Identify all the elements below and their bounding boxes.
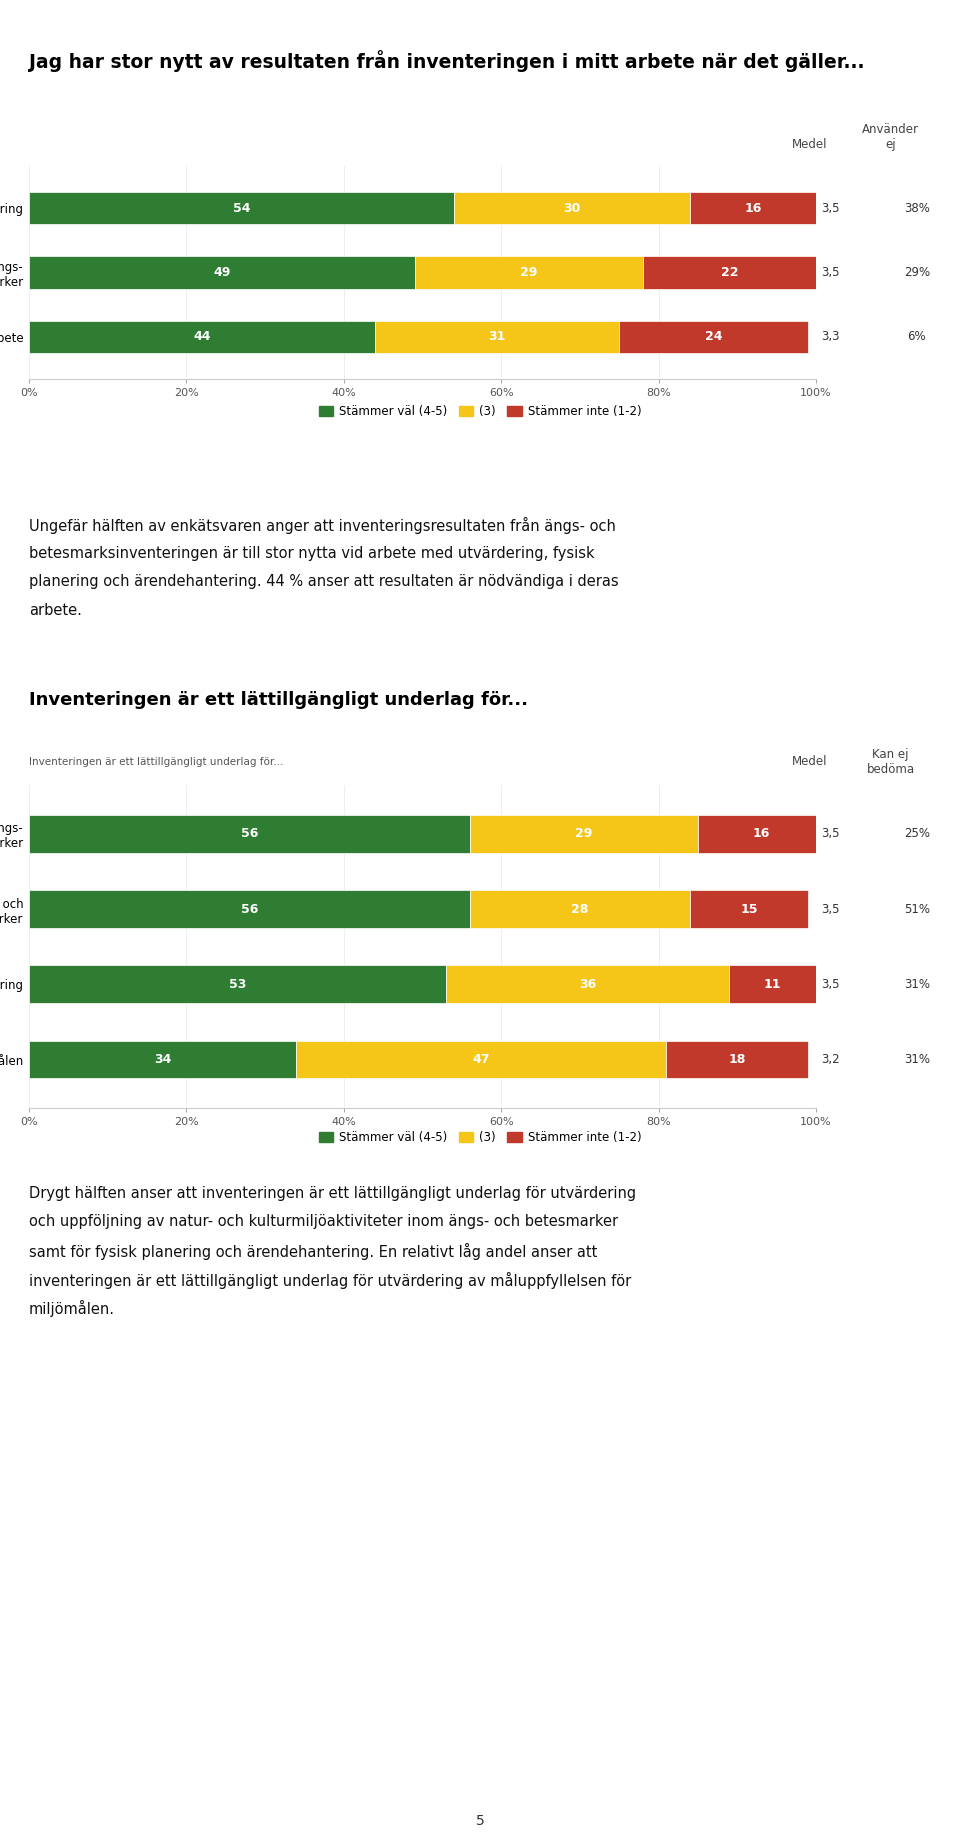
Text: 25%: 25% — [903, 827, 930, 840]
Text: 5: 5 — [475, 1814, 485, 1829]
Bar — [730, 966, 816, 1003]
Text: 16: 16 — [753, 827, 770, 840]
Text: 24: 24 — [705, 331, 723, 344]
Text: 3,5: 3,5 — [821, 903, 840, 916]
Text: 22: 22 — [721, 266, 738, 279]
Bar — [690, 192, 816, 223]
Bar — [29, 321, 375, 353]
Text: 36: 36 — [579, 977, 596, 990]
Text: miljömålen.: miljömålen. — [29, 1300, 115, 1317]
Text: 44: 44 — [193, 331, 211, 344]
Text: Inventeringen är ett lättillgängligt underlag för...: Inventeringen är ett lättillgängligt und… — [29, 691, 528, 709]
Bar — [619, 321, 808, 353]
Bar — [698, 815, 824, 853]
Text: 3,2: 3,2 — [821, 1053, 840, 1066]
Text: 3,5: 3,5 — [821, 977, 840, 990]
Text: Inventeringen är ett lättillgängligt underlag för...: Inventeringen är ett lättillgängligt und… — [29, 757, 283, 767]
Text: 18: 18 — [729, 1053, 746, 1066]
Bar — [643, 257, 816, 288]
Text: Medel: Medel — [792, 139, 828, 151]
Text: 38%: 38% — [904, 201, 929, 214]
Text: samt för fysisk planering och ärendehantering. En relativt låg andel anser att: samt för fysisk planering och ärendehant… — [29, 1243, 597, 1260]
Text: 16: 16 — [744, 201, 761, 214]
Text: Medel: Medel — [792, 755, 828, 768]
Text: arbete.: arbete. — [29, 602, 82, 619]
Text: 29: 29 — [575, 827, 592, 840]
Text: Drygt hälften anser att inventeringen är ett lättillgängligt underlag för utvärd: Drygt hälften anser att inventeringen är… — [29, 1186, 636, 1201]
Text: 54: 54 — [232, 201, 251, 214]
Bar — [29, 257, 415, 288]
Text: betesmarksinventeringen är till stor nytta vid arbete med utvärdering, fysisk: betesmarksinventeringen är till stor nyt… — [29, 545, 594, 561]
Text: inventeringen är ett lättillgängligt underlag för utvärdering av måluppfyllelsen: inventeringen är ett lättillgängligt und… — [29, 1273, 631, 1289]
Text: 11: 11 — [764, 977, 781, 990]
Bar — [469, 815, 698, 853]
Bar — [446, 966, 730, 1003]
Text: Använder
ej: Använder ej — [862, 124, 919, 151]
Bar — [454, 192, 690, 223]
Text: 56: 56 — [241, 903, 258, 916]
Text: 15: 15 — [740, 903, 757, 916]
Text: 6%: 6% — [907, 331, 926, 344]
Text: och uppföljning av natur- och kulturmiljöaktiviteter inom ängs- och betesmarker: och uppföljning av natur- och kulturmilj… — [29, 1215, 618, 1230]
Text: 31: 31 — [489, 331, 506, 344]
Bar — [29, 1040, 297, 1079]
Bar — [415, 257, 643, 288]
Text: 31%: 31% — [903, 977, 930, 990]
Text: 47: 47 — [472, 1053, 491, 1066]
Text: Jag har stor nytt av resultaten från inventeringen i mitt arbete när det gäller.: Jag har stor nytt av resultaten från inv… — [29, 50, 864, 72]
Text: 29%: 29% — [903, 266, 930, 279]
Text: 51%: 51% — [903, 903, 930, 916]
Text: 28: 28 — [571, 903, 588, 916]
Text: 30: 30 — [564, 201, 581, 214]
Text: planering och ärendehantering. 44 % anser att resultaten är nödvändiga i deras: planering och ärendehantering. 44 % anse… — [29, 574, 618, 589]
Bar — [29, 192, 454, 223]
Text: Kan ej
bedöma: Kan ej bedöma — [867, 748, 915, 776]
Text: 34: 34 — [154, 1053, 171, 1066]
Text: 31%: 31% — [903, 1053, 930, 1066]
Text: 56: 56 — [241, 827, 258, 840]
Text: Ungefär hälften av enkätsvaren anger att inventeringsresultaten från ängs- och: Ungefär hälften av enkätsvaren anger att… — [29, 517, 615, 534]
Text: 3,5: 3,5 — [821, 266, 840, 279]
Bar — [29, 890, 469, 927]
Legend: Stämmer väl (4-5), (3), Stämmer inte (1-2): Stämmer väl (4-5), (3), Stämmer inte (1-… — [314, 401, 646, 423]
Bar — [29, 815, 469, 853]
Legend: Stämmer väl (4-5), (3), Stämmer inte (1-2): Stämmer väl (4-5), (3), Stämmer inte (1-… — [314, 1127, 646, 1149]
Bar — [375, 321, 619, 353]
Text: 53: 53 — [228, 977, 246, 990]
Bar — [297, 1040, 666, 1079]
Text: 3,3: 3,3 — [821, 331, 840, 344]
Bar — [690, 890, 808, 927]
Text: 29: 29 — [520, 266, 538, 279]
Text: 3,5: 3,5 — [821, 201, 840, 214]
Bar — [29, 966, 446, 1003]
Bar — [469, 890, 690, 927]
Bar — [666, 1040, 808, 1079]
Text: 49: 49 — [213, 266, 230, 279]
Text: 3,5: 3,5 — [821, 827, 840, 840]
